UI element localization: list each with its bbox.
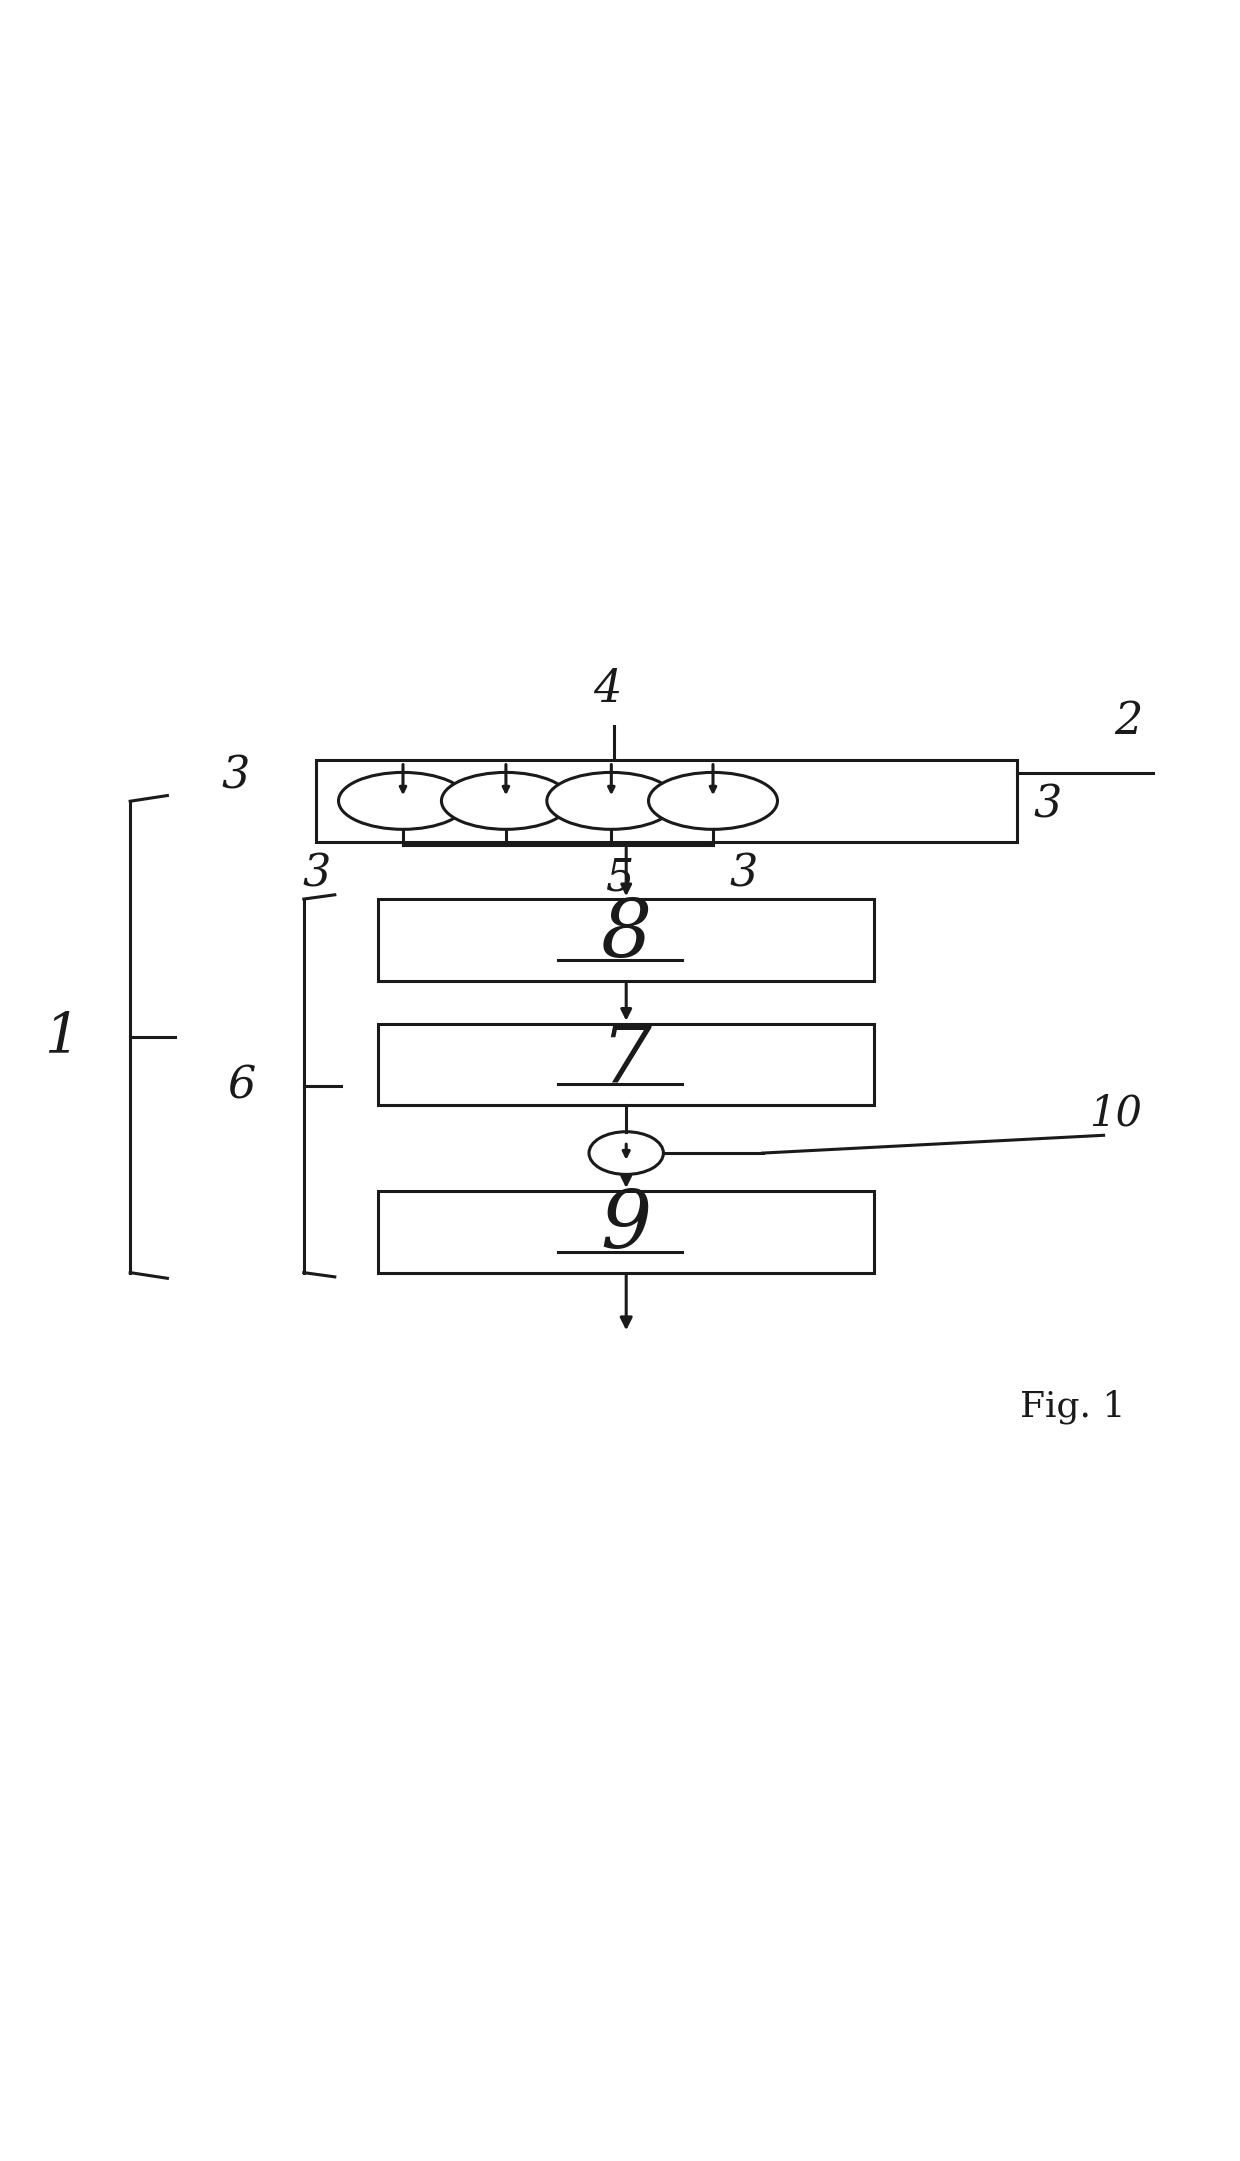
Ellipse shape [649, 771, 777, 830]
Bar [378, 1024, 874, 1106]
Text: 9: 9 [600, 1186, 652, 1264]
Circle shape [589, 1132, 663, 1173]
Text: 3: 3 [730, 854, 758, 897]
Text: Fig. 1: Fig. 1 [1019, 1390, 1126, 1424]
Ellipse shape [339, 771, 467, 830]
Text: 3: 3 [1034, 782, 1061, 826]
Text: 10: 10 [1090, 1093, 1142, 1135]
Text: 6: 6 [228, 1063, 255, 1106]
Text: 5: 5 [606, 856, 634, 899]
Text: 3: 3 [222, 754, 249, 797]
Ellipse shape [547, 771, 676, 830]
Text: 1: 1 [45, 1009, 79, 1063]
Bar [316, 761, 1017, 843]
Bar [378, 899, 874, 981]
Ellipse shape [441, 771, 570, 830]
Text: 2: 2 [1115, 700, 1142, 743]
Text: 3: 3 [303, 854, 330, 897]
Text: 7: 7 [600, 1020, 652, 1098]
Text: 8: 8 [600, 895, 652, 972]
Bar [378, 1191, 874, 1273]
Text: 4: 4 [594, 668, 621, 711]
